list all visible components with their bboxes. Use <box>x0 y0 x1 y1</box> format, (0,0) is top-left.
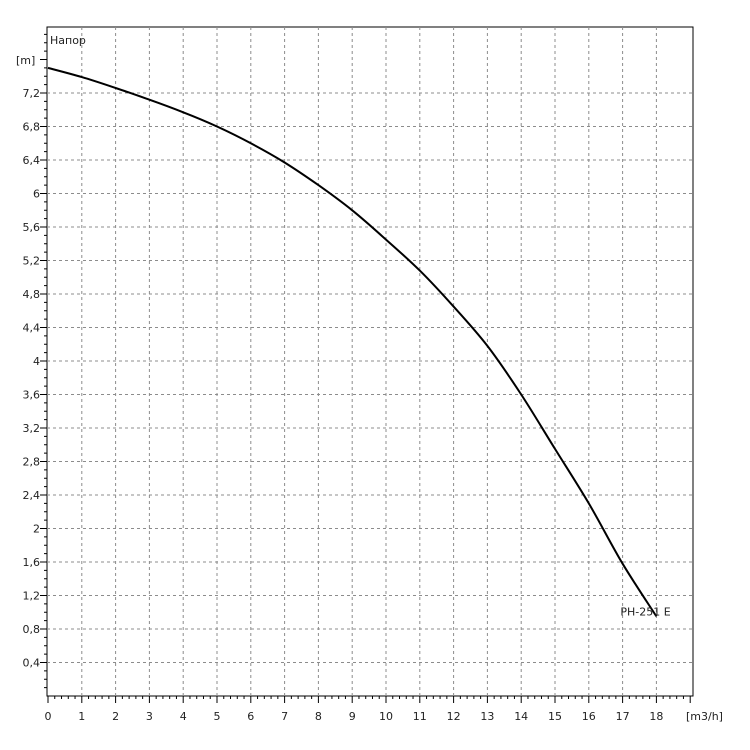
y-tick-label: 5,6 <box>23 221 41 234</box>
data-point <box>250 142 252 144</box>
y-tick-label: 1,6 <box>23 556 41 569</box>
data-point <box>182 111 184 113</box>
plot-frame <box>46 26 694 697</box>
data-point <box>486 345 488 347</box>
y-tick-label: 5,2 <box>23 255 41 268</box>
x-tick-label: 6 <box>247 710 254 723</box>
y-tick-label: 6,8 <box>23 121 41 134</box>
x-tick-label: 8 <box>315 710 322 723</box>
x-tick-label: 3 <box>146 710 153 723</box>
data-point <box>47 67 49 69</box>
x-tick-label: 18 <box>649 710 663 723</box>
series-label: PH-251 E <box>620 605 670 618</box>
x-tick-label: 17 <box>616 710 630 723</box>
x-tick-label: 9 <box>349 710 356 723</box>
y-tick-label: 1,2 <box>23 590 41 603</box>
y-tick-label: 4,4 <box>23 322 41 335</box>
y-tick-label: 3,2 <box>23 422 41 435</box>
tick-labels: 0 1 2 3 4 5 6 7 8 9 10 11 12 13 14 15 16 17 180,40,81,21,6… <box>23 87 664 723</box>
data-point <box>148 99 150 101</box>
data-point <box>317 184 319 186</box>
x-tick-label: 0 <box>45 710 52 723</box>
y-tick-label: 2,8 <box>23 456 41 469</box>
x-tick-label: 5 <box>214 710 221 723</box>
y-tick-label: 4,8 <box>23 288 41 301</box>
data-point <box>385 239 387 241</box>
data-point <box>284 162 286 164</box>
chart-title: Напор <box>50 34 86 47</box>
x-tick-label: 11 <box>413 710 427 723</box>
data-point <box>520 394 522 396</box>
data-point <box>115 87 117 89</box>
data-point <box>81 76 83 78</box>
x-tick-label: 7 <box>281 710 288 723</box>
series-curve <box>47 66 658 617</box>
data-point <box>588 502 590 504</box>
data-point <box>351 209 353 211</box>
data-point <box>622 563 624 565</box>
y-tick-label: 0,4 <box>23 657 41 670</box>
y-tick-label: 2,4 <box>23 489 41 502</box>
y-tick-label: 7,2 <box>23 87 41 100</box>
axis-ticks <box>40 33 691 703</box>
x-tick-label: 4 <box>180 710 187 723</box>
x-tick-label: 15 <box>548 710 562 723</box>
x-tick-label: 13 <box>480 710 494 723</box>
y-axis-label: [m] <box>16 54 35 67</box>
x-tick-label: 12 <box>447 710 461 723</box>
data-point <box>419 270 421 272</box>
x-tick-label: 14 <box>514 710 528 723</box>
x-tick-label: 1 <box>78 710 85 723</box>
x-tick-label: 10 <box>379 710 393 723</box>
data-point <box>554 448 556 450</box>
y-tick-label: 6,4 <box>23 154 41 167</box>
x-tick-label: 16 <box>582 710 596 723</box>
y-tick-label: 0,8 <box>23 623 41 636</box>
y-tick-label: 4 <box>33 355 40 368</box>
y-tick-label: 3,6 <box>23 389 41 402</box>
y-tick-label: 6 <box>33 188 40 201</box>
data-point <box>453 306 455 308</box>
y-tick-label: 2 <box>33 523 40 536</box>
x-tick-label: 2 <box>112 710 119 723</box>
x-axis-label: [m3/h] <box>686 710 723 723</box>
data-point <box>216 126 218 128</box>
